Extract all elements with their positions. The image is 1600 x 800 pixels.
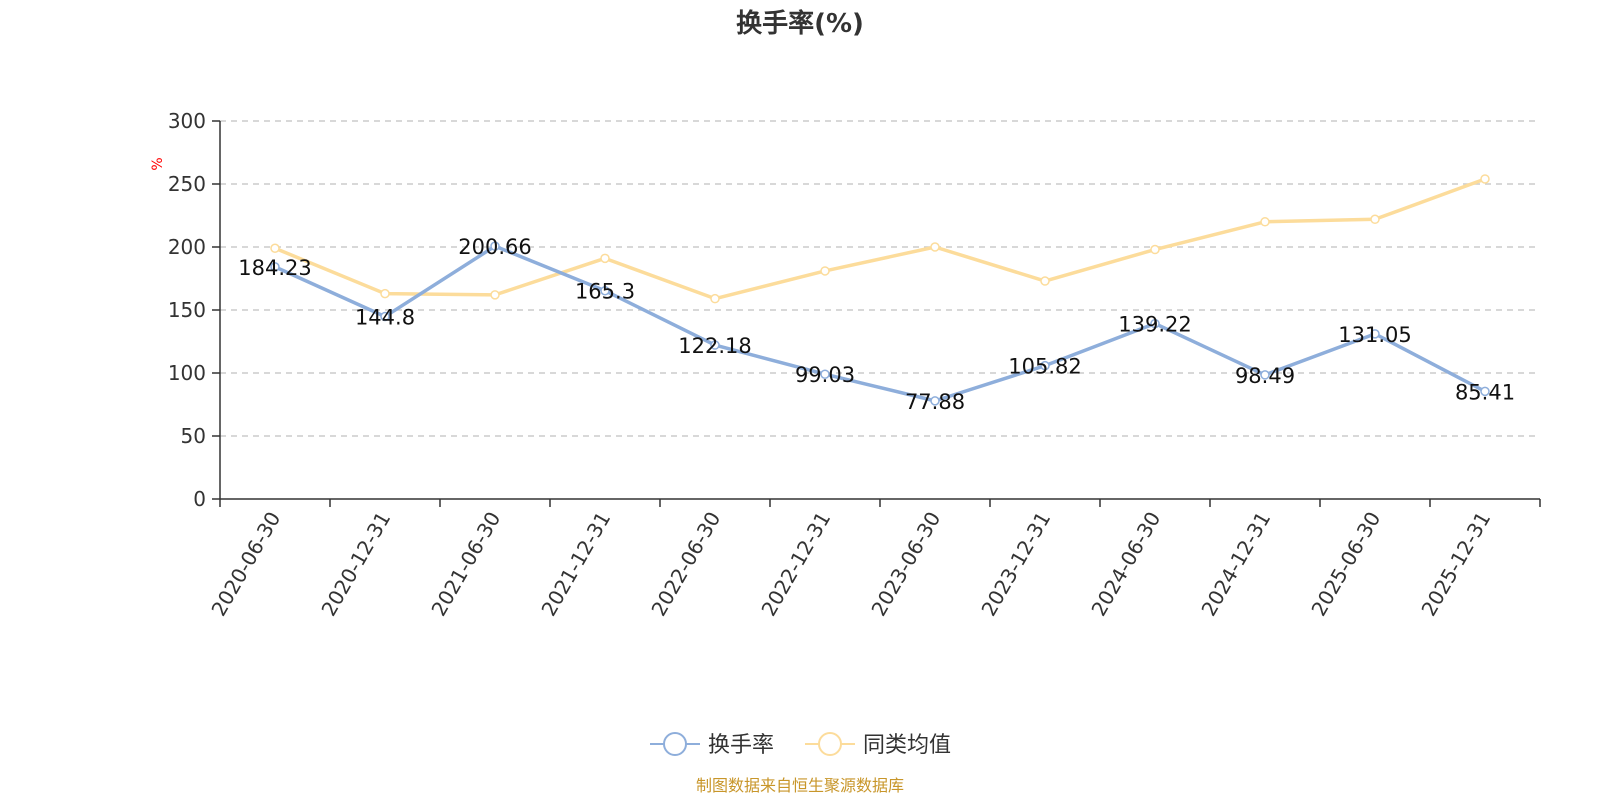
data-point (490, 290, 500, 300)
data-point (600, 253, 610, 264)
y-axis-label: % (150, 157, 166, 170)
x-tick-label: 2021-06-30 (426, 508, 505, 621)
data-point (1370, 214, 1380, 225)
data-point (1040, 360, 1050, 371)
x-tick-label: 2022-12-31 (756, 508, 835, 621)
legend-label[interactable]: 同类均值 (863, 733, 951, 758)
data-label: 77.88 (905, 390, 965, 414)
data-point (380, 288, 390, 299)
legend-swatch-marker (818, 732, 842, 756)
data-label: 131.05 (1338, 323, 1411, 347)
data-point (1260, 217, 1270, 227)
data-label: 98.49 (1235, 364, 1295, 388)
y-tick-label: 200 (168, 235, 206, 259)
data-label: 85.41 (1455, 380, 1515, 404)
data-point (820, 369, 830, 379)
chart-title: 换手率(%) (736, 8, 864, 39)
grid-lines (220, 120, 1540, 437)
data-point (1040, 276, 1050, 286)
data-point (930, 396, 940, 406)
x-tick-label: 2022-06-30 (646, 508, 725, 621)
y-tick-label: 250 (168, 172, 206, 196)
data-label: 165.3 (575, 280, 635, 304)
x-tick-label: 2021-12-31 (536, 508, 615, 621)
x-tick-label: 2025-12-31 (1416, 508, 1495, 621)
x-tick-label: 2023-12-31 (976, 508, 1055, 621)
data-point (820, 266, 830, 276)
data-label: 105.82 (1008, 355, 1081, 379)
data-label: 99.03 (795, 363, 855, 387)
data-point (1150, 318, 1160, 329)
data-label: 200.66 (458, 235, 531, 259)
y-tick-label: 50 (181, 424, 206, 448)
data-point (1150, 244, 1160, 255)
data-point (1370, 329, 1380, 339)
data-label: 139.22 (1118, 313, 1191, 337)
data-point (1260, 370, 1270, 380)
legend: 换手率 同类均值 (650, 732, 951, 758)
legend-swatch-marker (663, 732, 687, 756)
x-tick-label: 2024-12-31 (1196, 508, 1275, 621)
data-point (1480, 386, 1490, 397)
data-label: 144.8 (355, 306, 415, 330)
data-label: 122.18 (678, 334, 751, 358)
legend-label[interactable]: 换手率 (708, 733, 774, 758)
y-tick-label: 300 (168, 109, 206, 133)
x-tick-label: 2020-12-31 (316, 508, 395, 621)
data-point (270, 243, 280, 254)
series-line-peer-average (274, 177, 1486, 301)
data-point (930, 242, 940, 252)
data-point (490, 241, 500, 251)
source-note: 制图数据来自恒生聚源数据库 (696, 776, 904, 795)
series (270, 174, 1490, 406)
x-tick-label: 2023-06-30 (866, 508, 945, 621)
y-tick-label: 0 (193, 487, 206, 511)
data-point (270, 262, 280, 272)
x-tick-label: 2020-06-30 (206, 508, 285, 621)
data-point (710, 340, 720, 350)
y-tick-label: 150 (168, 298, 206, 322)
data-label: 184.23 (238, 256, 311, 280)
data-point (600, 285, 610, 296)
data-point (710, 293, 720, 304)
y-tick-label: 100 (168, 361, 206, 385)
series-line-turnover (274, 244, 1486, 403)
data-point (380, 311, 390, 322)
x-tick-label: 2024-06-30 (1086, 508, 1165, 621)
data-labels: 184.23 144.8 200.66 165.3 122.18 99.03 77.88 10… (238, 235, 1515, 414)
data-point (1480, 174, 1490, 184)
x-tick-label: 2025-06-30 (1306, 508, 1385, 621)
